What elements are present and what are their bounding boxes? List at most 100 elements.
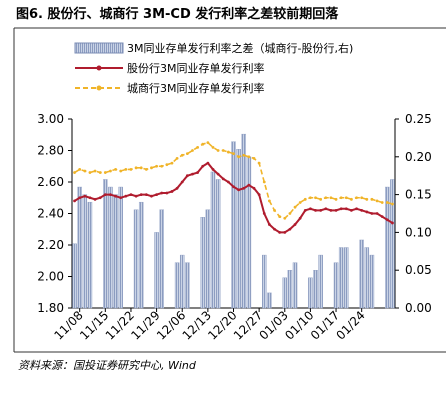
bar (318, 254, 323, 309)
line-marker (180, 153, 184, 157)
line-marker (139, 166, 143, 170)
bar (103, 179, 108, 309)
bar (215, 179, 221, 309)
line-marker (88, 171, 92, 174)
line-marker (262, 212, 266, 215)
line-marker (226, 150, 230, 154)
bar (282, 277, 288, 309)
line-marker (160, 191, 164, 195)
line-marker (309, 196, 312, 200)
bar (108, 186, 113, 309)
line-marker (360, 196, 364, 200)
line-marker (221, 177, 225, 181)
line-marker (165, 191, 169, 195)
bar (133, 209, 139, 309)
bar (118, 186, 123, 309)
chart-title: 图6. 股份行、城商行 3M-CD 发行利率之差较前期回落 (16, 6, 339, 22)
line-marker (391, 202, 394, 206)
line-marker (119, 196, 123, 200)
line-marker (160, 164, 164, 168)
line-marker (319, 197, 323, 201)
line-marker (257, 193, 261, 197)
line-marker (385, 218, 389, 222)
x-tick-label: 01/24 (333, 308, 367, 342)
line-marker (175, 186, 179, 190)
legend-swatch (74, 42, 124, 54)
source: 资料来源：国投证券研究中心, Wind (18, 359, 197, 372)
bar (262, 254, 267, 309)
bar (82, 194, 88, 309)
bar (385, 186, 390, 309)
bar (179, 254, 185, 309)
line-marker (170, 190, 174, 193)
line-marker (232, 152, 235, 156)
line-marker (267, 199, 271, 203)
y-tick-label: 2.40 (37, 207, 64, 221)
line-marker (73, 171, 76, 174)
line-marker (119, 169, 123, 173)
line-marker (165, 163, 169, 167)
line-marker (329, 208, 333, 212)
line-marker (370, 212, 374, 215)
line-marker (380, 201, 384, 204)
line-marker (103, 193, 107, 197)
line-marker (334, 208, 338, 212)
line-marker (144, 168, 148, 171)
y2-tick-label: 0.15 (405, 188, 432, 202)
line-marker (267, 223, 271, 226)
line-marker (201, 142, 205, 146)
bar (313, 270, 318, 309)
line-marker (175, 156, 179, 160)
bar (200, 217, 205, 309)
line-marker (329, 196, 333, 200)
bar (344, 247, 349, 309)
line-marker (242, 186, 246, 190)
line-marker (211, 168, 215, 171)
bar (77, 186, 82, 309)
line-marker (114, 194, 117, 198)
line-marker (232, 185, 235, 189)
line-marker (344, 207, 348, 211)
line-marker (237, 155, 241, 159)
line-marker (247, 155, 251, 159)
line-marker (350, 208, 353, 212)
bar (154, 232, 159, 309)
line-marker (129, 193, 133, 197)
bar (185, 262, 190, 309)
line-marker (139, 193, 143, 197)
line-marker (155, 193, 158, 197)
line-marker (216, 149, 220, 152)
y-tick-label: 2.80 (37, 144, 64, 158)
line-marker (216, 172, 220, 176)
line-marker (155, 164, 158, 168)
line-marker (314, 196, 317, 200)
line-marker (262, 180, 266, 184)
line-marker (124, 194, 128, 198)
line-marker (196, 145, 200, 149)
line-marker (78, 196, 82, 200)
line-marker (339, 196, 343, 200)
line-marker (334, 197, 338, 201)
y2-tick-label: 0.05 (405, 263, 432, 277)
line-marker (252, 186, 256, 190)
legend-marker (96, 65, 102, 71)
bar (308, 277, 313, 309)
bar (205, 209, 211, 309)
line-marker (144, 193, 148, 197)
bar (241, 133, 247, 309)
y-tick-label: 3.00 (37, 112, 64, 126)
line-marker (114, 168, 117, 171)
line-marker (206, 141, 210, 145)
line-marker (78, 168, 82, 171)
line-marker (191, 172, 194, 176)
line-marker (211, 145, 215, 149)
legend-marker (96, 85, 102, 91)
line-marker (191, 149, 194, 152)
y-tick-label: 2.20 (37, 238, 64, 252)
legend-label: 股份行3M同业存单发行利率 (127, 61, 265, 75)
line-marker (109, 169, 112, 173)
line-marker (278, 231, 282, 234)
line-marker (324, 196, 328, 200)
bar (210, 171, 216, 309)
